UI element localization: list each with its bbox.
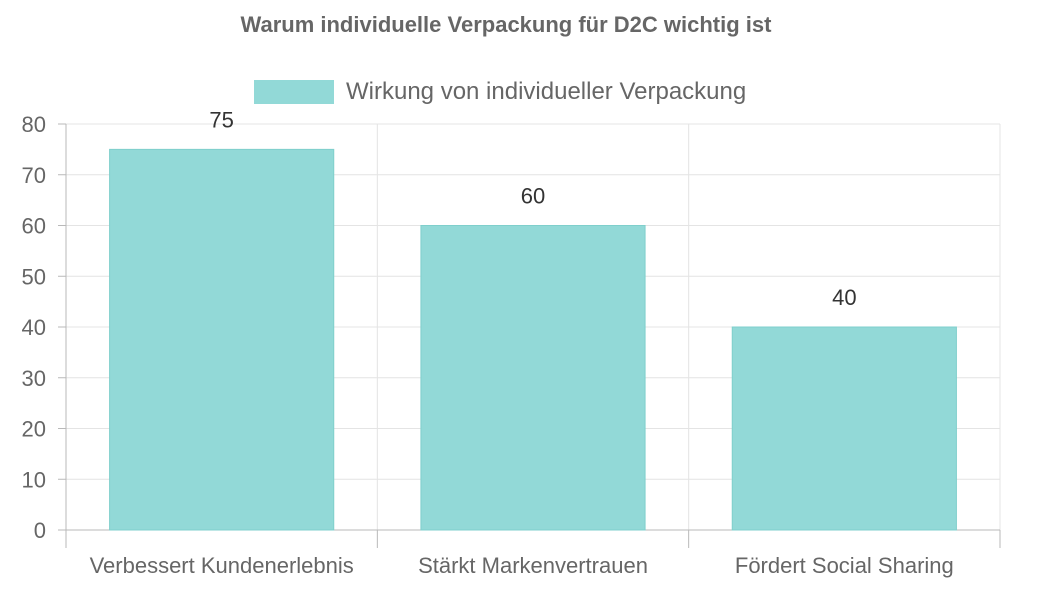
x-category-label: Stärkt Markenvertrauen <box>418 553 648 578</box>
bar <box>731 326 957 531</box>
bar-value-label: 60 <box>521 184 545 209</box>
y-tick-label: 20 <box>22 417 46 442</box>
y-tick-label: 0 <box>34 518 46 543</box>
x-category-label: Fördert Social Sharing <box>735 553 954 578</box>
bar-value-label: 75 <box>209 107 233 132</box>
legend-swatch <box>254 80 334 104</box>
y-tick-label: 30 <box>22 366 46 391</box>
x-category-label: Verbessert Kundenerlebnis <box>90 553 354 578</box>
legend-label: Wirkung von individueller Verpackung <box>346 78 746 105</box>
bars <box>109 148 957 531</box>
bar-value-label: 40 <box>832 285 856 310</box>
y-tick-label: 40 <box>22 315 46 340</box>
y-tick-label: 80 <box>22 112 46 137</box>
labels: 0 10 20 30 40 50 60 70 80 75 Verbessert Kundenerle… <box>22 107 954 578</box>
bar <box>420 225 646 531</box>
bar <box>109 148 335 531</box>
y-tick-label: 60 <box>22 214 46 239</box>
y-tick-label: 70 <box>22 163 46 188</box>
y-tick-label: 10 <box>22 467 46 492</box>
y-tick-label: 50 <box>22 264 46 289</box>
chart-title: Warum individuelle Verpackung für D2C wi… <box>241 12 773 37</box>
legend[interactable]: Wirkung von individueller Verpackung <box>254 78 746 105</box>
